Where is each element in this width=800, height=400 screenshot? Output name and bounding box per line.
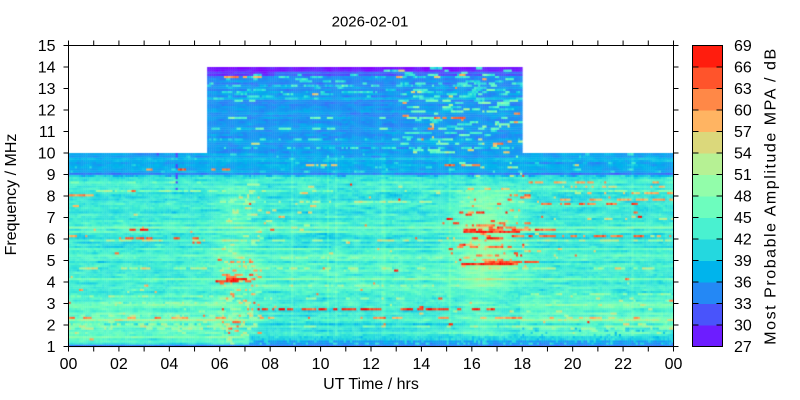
svg-text:Most Probable Amplitude MPA /: Most Probable Amplitude MPA / dB — [763, 47, 780, 344]
svg-text:1: 1 — [47, 339, 56, 356]
svg-text:14: 14 — [413, 356, 431, 373]
svg-text:22: 22 — [614, 356, 632, 373]
svg-text:10: 10 — [312, 356, 330, 373]
svg-text:11: 11 — [39, 124, 56, 141]
svg-text:3: 3 — [47, 296, 56, 313]
svg-text:06: 06 — [211, 356, 229, 373]
svg-text:18: 18 — [513, 356, 531, 373]
svg-text:5: 5 — [47, 253, 56, 270]
svg-text:27: 27 — [734, 339, 752, 356]
svg-text:13: 13 — [38, 81, 56, 98]
svg-text:2: 2 — [47, 318, 56, 335]
svg-text:12: 12 — [362, 356, 380, 373]
svg-text:10: 10 — [38, 146, 56, 163]
svg-text:57: 57 — [734, 124, 752, 141]
svg-text:2026-02-01: 2026-02-01 — [332, 14, 409, 31]
svg-text:60: 60 — [734, 103, 752, 120]
svg-text:4: 4 — [47, 275, 56, 292]
svg-text:66: 66 — [734, 60, 752, 77]
svg-text:33: 33 — [734, 296, 752, 313]
svg-text:9: 9 — [47, 167, 56, 184]
svg-text:6: 6 — [47, 232, 56, 249]
svg-text:36: 36 — [734, 275, 752, 292]
svg-text:48: 48 — [734, 189, 752, 206]
svg-text:54: 54 — [734, 146, 752, 163]
svg-text:UT Time / hrs: UT Time / hrs — [323, 376, 419, 393]
svg-text:14: 14 — [38, 60, 56, 77]
svg-text:30: 30 — [734, 318, 752, 335]
svg-text:16: 16 — [463, 356, 481, 373]
svg-text:63: 63 — [734, 81, 752, 98]
svg-text:12: 12 — [38, 103, 56, 120]
svg-text:51: 51 — [734, 167, 752, 184]
svg-text:15: 15 — [38, 38, 56, 55]
svg-text:08: 08 — [261, 356, 279, 373]
svg-text:Frequency / MHz: Frequency / MHz — [3, 134, 20, 256]
svg-text:00: 00 — [665, 356, 683, 373]
svg-text:42: 42 — [734, 232, 752, 249]
svg-text:20: 20 — [564, 356, 582, 373]
svg-text:7: 7 — [47, 210, 56, 227]
svg-text:04: 04 — [160, 356, 178, 373]
svg-text:00: 00 — [60, 356, 78, 373]
svg-text:8: 8 — [47, 189, 56, 206]
svg-text:39: 39 — [734, 253, 752, 270]
svg-text:69: 69 — [734, 38, 752, 55]
svg-text:02: 02 — [110, 356, 128, 373]
svg-text:45: 45 — [734, 210, 752, 227]
